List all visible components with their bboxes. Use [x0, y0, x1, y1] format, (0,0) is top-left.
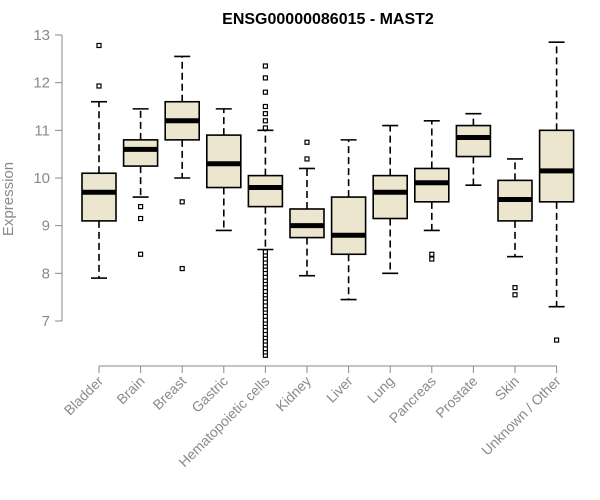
outlier-point: [262, 111, 268, 117]
box-group: [247, 63, 284, 358]
outlier-point: [179, 265, 185, 272]
box-iqr: [247, 174, 284, 208]
outlier-point: [262, 75, 268, 81]
y-axis: 7 8 9 10 11 12 13: [33, 27, 63, 330]
box-iqr: [81, 172, 117, 222]
chart-title: ENSG00000086015 - MAST2: [222, 11, 434, 28]
box-group: [330, 139, 367, 301]
y-tick-label: 8: [42, 265, 50, 282]
outlier-point: [262, 249, 268, 255]
box-iqr: [372, 174, 409, 220]
box-group: [164, 55, 200, 272]
outlier-point: [96, 42, 102, 49]
outlier-point: [304, 139, 310, 145]
outlier-point: [429, 256, 435, 262]
box-iqr: [330, 196, 367, 256]
outlier-point: [553, 337, 560, 343]
box-group: [206, 108, 242, 232]
box-iqr: [455, 124, 492, 158]
y-tick-label: 7: [42, 313, 50, 330]
box-group: [538, 41, 575, 343]
box-group: [289, 139, 325, 277]
x-tick-label: Skin: [492, 373, 523, 404]
outlier-point: [262, 118, 268, 124]
plot-area: [81, 41, 575, 358]
outlier-point: [138, 204, 144, 210]
y-tick-label: 11: [34, 122, 50, 139]
outlier-point: [262, 63, 268, 69]
box-group: [372, 124, 409, 275]
box-group: [455, 112, 492, 186]
outlier-point: [304, 156, 310, 162]
outlier-point: [262, 89, 268, 95]
outlier-point: [96, 83, 102, 89]
x-tick-label: Kidney: [273, 373, 315, 415]
outlier-point: [429, 251, 435, 257]
x-tick-label: Unknown / Other: [478, 373, 564, 459]
box-group: [497, 158, 533, 298]
box-group: [122, 108, 159, 257]
x-tick-label: Brain: [113, 373, 147, 407]
box-iqr: [538, 129, 575, 203]
box-iqr: [122, 139, 159, 167]
outlier-point: [138, 215, 144, 222]
y-axis-label: Expression: [0, 162, 17, 236]
outlier-point: [262, 125, 268, 131]
x-tick-label: Prostate: [432, 373, 480, 421]
x-tick-label: Bladder: [61, 373, 107, 419]
y-tick-label: 13: [33, 27, 50, 44]
outlier-point: [512, 285, 518, 291]
y-tick-label: 12: [33, 75, 50, 92]
outlier-point: [138, 251, 144, 257]
y-tick-label: 9: [42, 218, 50, 235]
x-tick-label: Breast: [149, 373, 189, 413]
x-tick-label: Lung: [364, 373, 397, 406]
y-tick-label: 10: [33, 170, 50, 187]
x-tick-label: Liver: [323, 373, 356, 406]
outlier-point: [262, 103, 268, 110]
outlier-point: [179, 199, 185, 205]
box-group: [413, 120, 450, 262]
box-group: [81, 42, 117, 279]
outlier-point: [512, 292, 518, 298]
